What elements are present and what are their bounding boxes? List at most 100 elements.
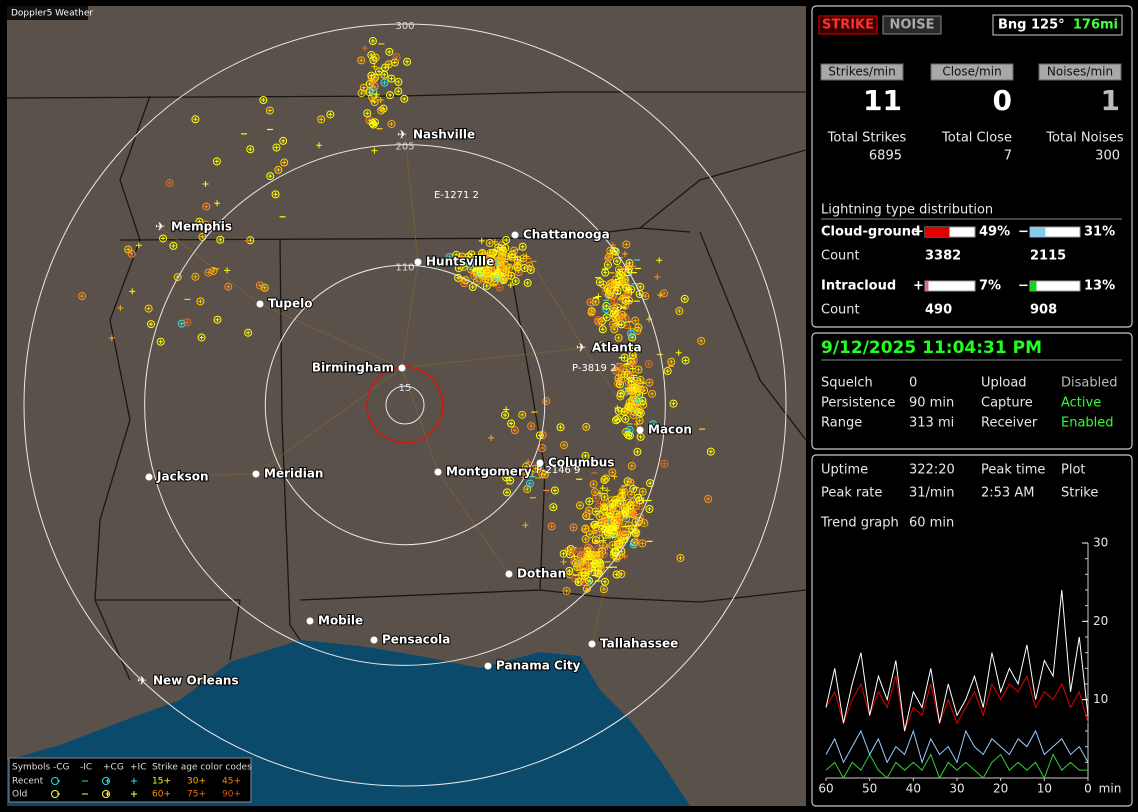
city-label: Memphis <box>171 220 232 234</box>
strike-symbol <box>601 587 606 592</box>
legend-symbol <box>102 790 111 798</box>
strike-symbol <box>611 322 616 327</box>
strike-symbol <box>203 222 208 227</box>
strike-symbol <box>496 258 505 267</box>
strike-symbol <box>611 311 616 316</box>
city-dot <box>505 570 513 578</box>
strike-symbol <box>609 301 618 310</box>
airport-icon: ✈ <box>155 220 165 234</box>
strike-symbol <box>634 539 639 544</box>
total-value: 6895 <box>869 149 902 164</box>
strike-symbol <box>645 378 654 387</box>
strike-symbol <box>635 496 644 505</box>
strike-symbol <box>600 577 609 586</box>
strike-symbol <box>161 236 166 241</box>
strike-symbol <box>460 254 465 259</box>
strike-symbol <box>621 250 628 257</box>
strike-symbol <box>706 447 715 456</box>
strike-symbol <box>575 501 584 510</box>
total-value: 7 <box>1004 149 1012 164</box>
strike-symbol <box>261 97 266 102</box>
strike-symbol <box>610 470 615 475</box>
strike-symbol <box>506 273 511 278</box>
strike-symbol <box>647 380 652 385</box>
noise-button[interactable] <box>882 15 942 35</box>
strike-symbol <box>583 508 592 517</box>
strike-symbol <box>273 192 278 197</box>
strike-button-label[interactable]: STRIKE <box>822 18 874 33</box>
dist-percent: 31% <box>1084 225 1115 240</box>
strike-symbol <box>665 369 670 374</box>
legend-header: -IC <box>80 763 92 773</box>
strike-symbol <box>566 544 575 553</box>
strike-symbol <box>198 299 203 304</box>
dist-count: 3382 <box>925 249 961 264</box>
strike-symbol <box>568 547 577 556</box>
strike-symbol <box>604 525 609 530</box>
strike-symbol <box>614 512 619 517</box>
stat: Peak time <box>981 463 1045 478</box>
strike-symbol <box>680 294 689 303</box>
range-label: 110 <box>395 262 414 273</box>
total-label: Total Noises <box>1045 131 1124 146</box>
dist-bar <box>1030 281 1037 291</box>
strike-symbol <box>708 449 713 454</box>
strike-symbol <box>623 417 628 422</box>
stat: Plot <box>1061 463 1086 478</box>
strike-symbol <box>158 339 163 344</box>
strike-symbol <box>515 257 520 262</box>
rate-header <box>1038 63 1122 81</box>
strike-symbol <box>604 290 613 299</box>
strike-symbol <box>527 481 532 486</box>
range-ring <box>144 144 666 666</box>
strike-symbol <box>359 83 368 92</box>
strike-symbol <box>495 283 504 292</box>
x-tick-label: 20 <box>993 782 1008 796</box>
stat: Uptime <box>821 463 868 478</box>
strike-symbol <box>591 536 600 545</box>
strike-symbol <box>185 320 190 325</box>
strike-symbol <box>202 180 209 187</box>
strike-symbol <box>531 464 540 473</box>
strike-symbol <box>629 492 634 497</box>
range-label: 205 <box>395 142 414 153</box>
strike-symbol <box>630 345 635 350</box>
strike-symbol <box>572 559 577 564</box>
strike-symbol <box>682 296 687 301</box>
legend-symbol <box>51 790 60 798</box>
strike-symbol <box>624 268 633 277</box>
strike-button[interactable] <box>818 15 878 35</box>
strike-symbol <box>226 284 231 289</box>
strike-symbol <box>359 91 364 96</box>
strike-symbol <box>593 527 602 536</box>
strike-symbol <box>631 403 636 408</box>
strike-symbol <box>78 292 87 301</box>
strike-symbol <box>576 547 585 556</box>
strike-symbol <box>613 286 622 295</box>
strike-symbol <box>633 447 642 456</box>
strike-symbol <box>560 558 567 565</box>
strike-symbol <box>600 475 609 484</box>
strike-symbol <box>676 553 685 562</box>
strike-symbol <box>369 120 378 129</box>
setting: Enabled <box>1061 416 1114 431</box>
city-label: Tupelo <box>268 297 313 311</box>
strike-symbol <box>377 69 382 74</box>
noise-button-label[interactable]: NOISE <box>889 18 934 33</box>
strike-symbol <box>631 316 640 325</box>
strike-symbol <box>549 524 554 529</box>
strike-symbol <box>603 476 608 481</box>
strike-symbol <box>147 320 156 329</box>
strike-tag: P-3819 2 <box>572 363 616 374</box>
strike-symbol <box>636 385 645 394</box>
strike-symbol <box>282 160 287 165</box>
distance: 176mi <box>1073 18 1118 33</box>
strike-symbol <box>328 112 333 117</box>
strike-symbol <box>609 281 614 286</box>
strike-symbol <box>467 265 476 274</box>
strike-symbol <box>502 473 511 482</box>
strike-symbol <box>596 504 601 509</box>
strike-symbol <box>538 444 547 453</box>
strike-symbol <box>622 296 631 305</box>
strike-symbol <box>527 263 532 268</box>
